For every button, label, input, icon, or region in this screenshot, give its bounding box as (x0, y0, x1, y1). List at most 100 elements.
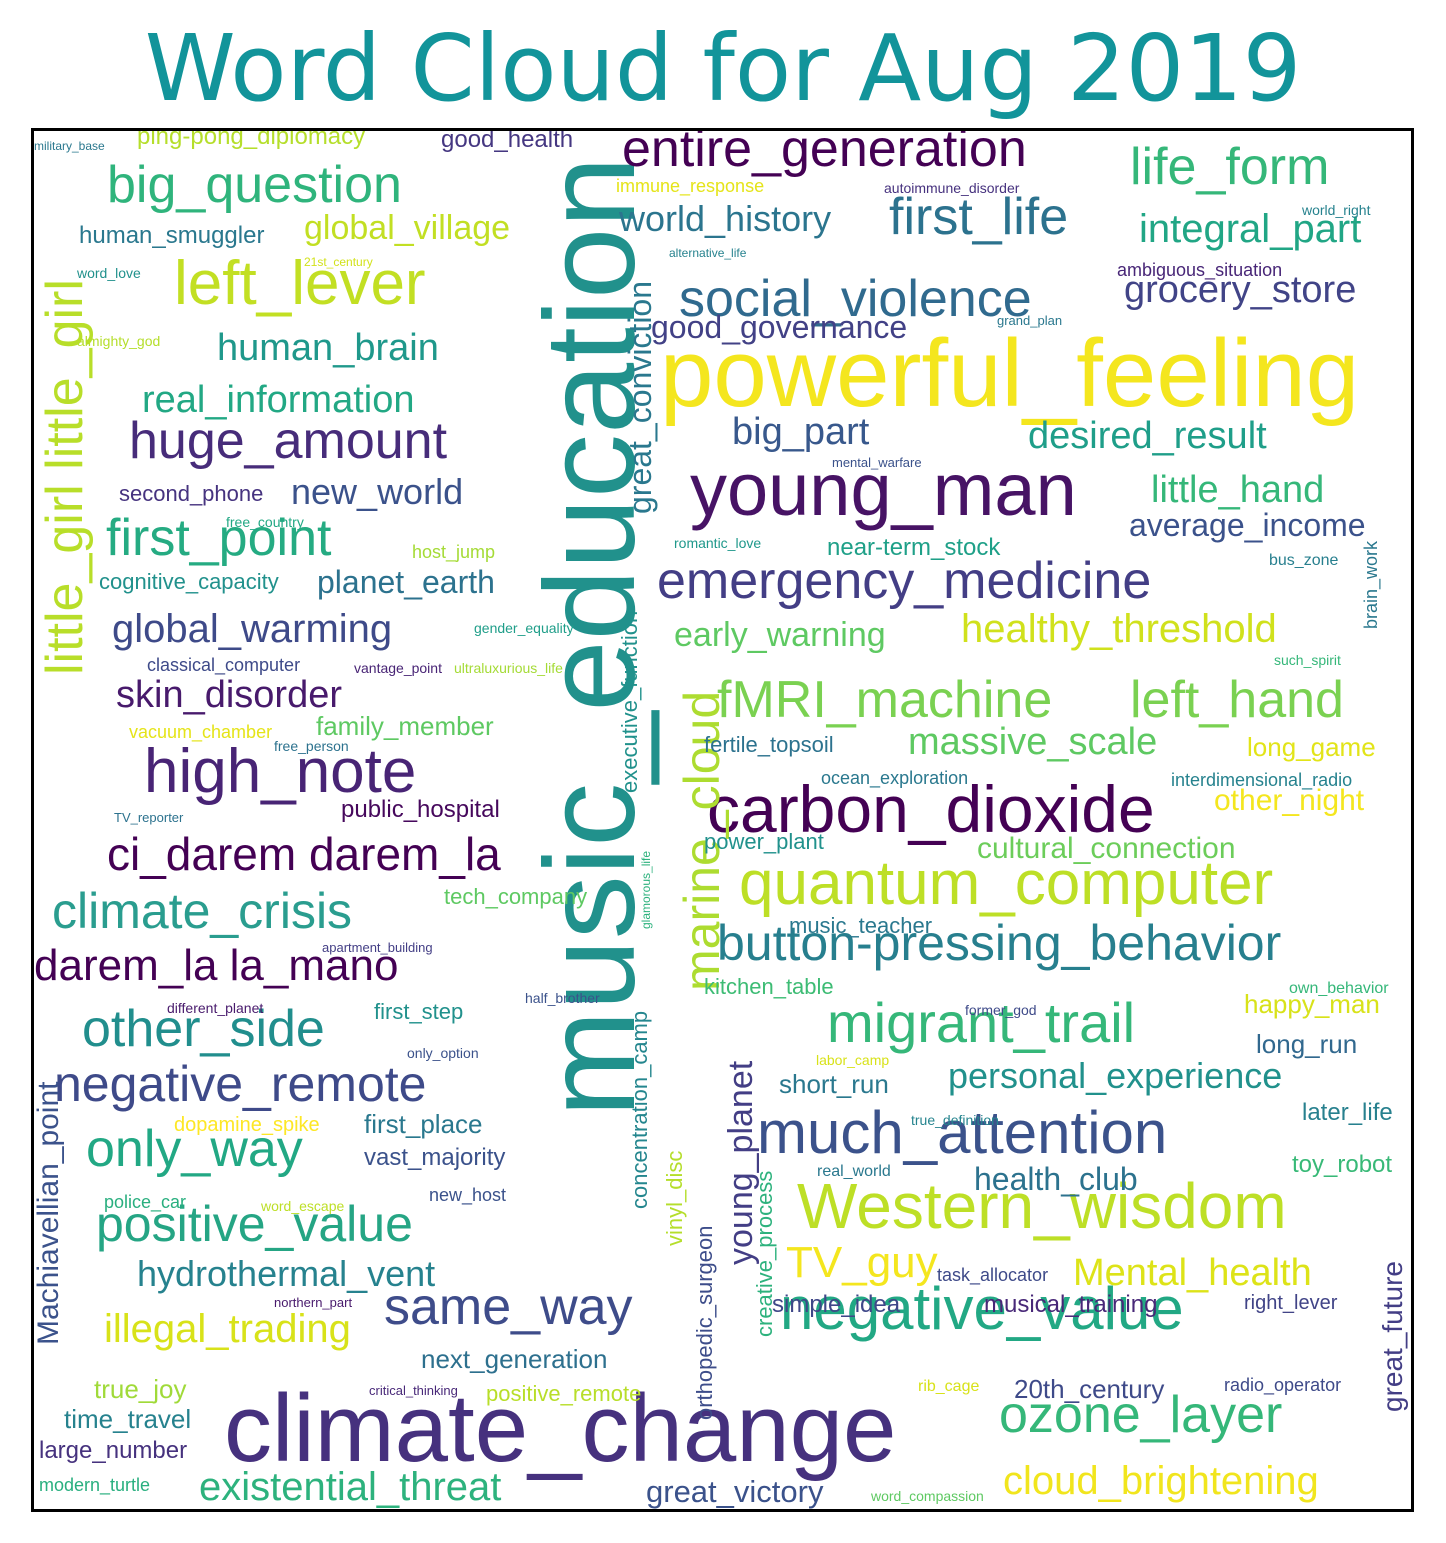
cloud-word: true_joy (94, 1374, 187, 1404)
cloud-word: first_life (889, 188, 1069, 246)
cloud-word: good_governance (651, 309, 908, 345)
cloud-word: ocean_exploration (821, 768, 969, 788)
cloud-word: little_hand (1151, 469, 1325, 511)
cloud-word: apartment_building (322, 940, 433, 955)
cloud-word: mental_warfare (832, 455, 922, 470)
cloud-word: ambiguous_situation (1117, 260, 1283, 280)
cloud-word: real_information (142, 379, 415, 421)
cloud-word: orthopedic_surgeon (692, 1225, 717, 1420)
cloud-word: radio_operator (1224, 1375, 1342, 1395)
cloud-word: first_place (364, 1109, 483, 1139)
cloud-word: power_plant (704, 829, 824, 854)
cloud-word: TV_reporter (114, 810, 184, 825)
cloud-word: first_point (106, 509, 332, 567)
cloud-word: free_country (226, 514, 304, 530)
cloud-word: fertile_topsoil (704, 732, 834, 757)
cloud-word: TV_guy (786, 1238, 938, 1287)
cloud-word: music_teacher (789, 913, 933, 938)
cloud-word: healthy_threshold (961, 607, 1277, 651)
cloud-word: labor_camp (816, 1052, 890, 1068)
cloud-word: high_note (144, 737, 417, 806)
cloud-word: quantum_computer (739, 849, 1274, 918)
cloud-word: Machiavellian_point (32, 1081, 65, 1346)
cloud-word: interdimensional_radio (1171, 770, 1353, 790)
cloud-word: massive_scale (908, 721, 1158, 763)
cloud-word: huge_amount (129, 412, 448, 470)
cloud-word: ozone_layer (999, 1386, 1283, 1444)
cloud-word: darem_la la_mano (34, 941, 399, 990)
cloud-word: carbon_dioxide (707, 772, 1155, 846)
cloud-word: short_run (779, 1069, 889, 1099)
cloud-word: existential_threat (199, 1465, 502, 1509)
cloud-word: entire_generation (622, 128, 1027, 178)
cloud-word: grocery_store (1124, 269, 1357, 311)
cloud-word: second_phone (119, 481, 264, 506)
cloud-word: global_warming (112, 607, 393, 651)
cloud-word: same_way (384, 1278, 633, 1336)
cloud-word: modern_turtle (39, 1475, 151, 1495)
cloud-word: later_life (1302, 1099, 1393, 1126)
cloud-word: almighty_god (77, 333, 161, 349)
cloud-word: button-pressing_behavior (717, 915, 1282, 971)
cloud-word: negative_remote (54, 1056, 427, 1112)
cloud-word: negative_value (780, 1275, 1184, 1342)
cloud-word: life_form (1130, 138, 1330, 196)
cloud-word: 20th_century (1014, 1374, 1165, 1404)
cloud-word: vast_majority (364, 1144, 506, 1171)
cloud-word: near-term_stock (827, 534, 1001, 561)
cloud-word: climate_crisis (52, 883, 353, 939)
cloud-word: such_spirit (1274, 652, 1341, 668)
cloud-word: positive_value (96, 1196, 413, 1252)
cloud-word: great_future (1377, 1261, 1408, 1412)
cloud-word: brain_work (1361, 540, 1381, 629)
cloud-word: left_hand (1130, 671, 1344, 729)
cloud-word: world_right (1302, 202, 1371, 218)
cloud-word: host_jump (412, 542, 496, 562)
cloud-word: human_smuggler (79, 222, 265, 249)
cloud-word: ci_darem darem_la (107, 828, 501, 880)
cloud-word: military_base (34, 139, 105, 153)
cloud-word: big_part (732, 411, 870, 453)
cloud-word: romantic_love (674, 535, 762, 551)
cloud-word: right_lever (1244, 1292, 1338, 1314)
cloud-word: true_definition (911, 1112, 999, 1128)
cloud-word: vantage_point (354, 660, 442, 676)
cloud-word: global_village (304, 209, 511, 247)
cloud-word: only_way (86, 1120, 303, 1178)
cloud-word: illegal_trading (104, 1307, 351, 1351)
cloud-word: large_number (39, 1437, 188, 1464)
cloud-word: autoimmune_disorder (884, 180, 1020, 196)
cloud-word: Western_wisdom (797, 1170, 1287, 1242)
cloud-word: 21st_century (304, 255, 373, 269)
cloud-word: time_travel (64, 1404, 192, 1434)
cloud-word: positive_remote (486, 1381, 642, 1406)
cloud-word: young_man (690, 448, 1077, 531)
cloud-word: migrant_trail (827, 991, 1136, 1054)
cloud-word: powerful_feeling (660, 320, 1360, 427)
cloud-word: word_love (77, 265, 141, 281)
cloud-word: cloud_brightening (1003, 1459, 1319, 1503)
cloud-word: gender_equality (474, 620, 574, 636)
cloud-word: grand_plan (997, 313, 1063, 328)
cloud-word: police_car (104, 1192, 187, 1212)
cloud-word: great_victory (646, 1474, 824, 1509)
cloud-word: desired_result (1028, 415, 1267, 457)
cloud-word: Mental_health (1073, 1252, 1312, 1294)
cloud-word: long_run (1256, 1029, 1358, 1059)
cloud-word: big_question (107, 156, 402, 214)
cloud-word: health_club (974, 1161, 1138, 1197)
cloud-word: own_behavior (1289, 980, 1389, 997)
cloud-word: public_hospital (341, 796, 500, 823)
cloud-word: next_generation (421, 1344, 608, 1374)
cloud-word: rib_cage (918, 1378, 980, 1395)
cloud-word: half_brother (525, 990, 600, 1006)
cloud-word: great_conviction (622, 280, 658, 514)
cloud-word: bus_zone (1269, 552, 1339, 569)
cloud-word: happy_man (1244, 989, 1380, 1019)
cloud-word: word_escape (261, 1198, 345, 1214)
cloud-word: average_income (1129, 507, 1366, 543)
cloud-word: only_option (407, 1045, 479, 1061)
cloud-word: dopamine_spike (174, 1114, 320, 1136)
cloud-word: world_history (619, 198, 832, 239)
cloud-word: skin_disorder (116, 674, 342, 716)
